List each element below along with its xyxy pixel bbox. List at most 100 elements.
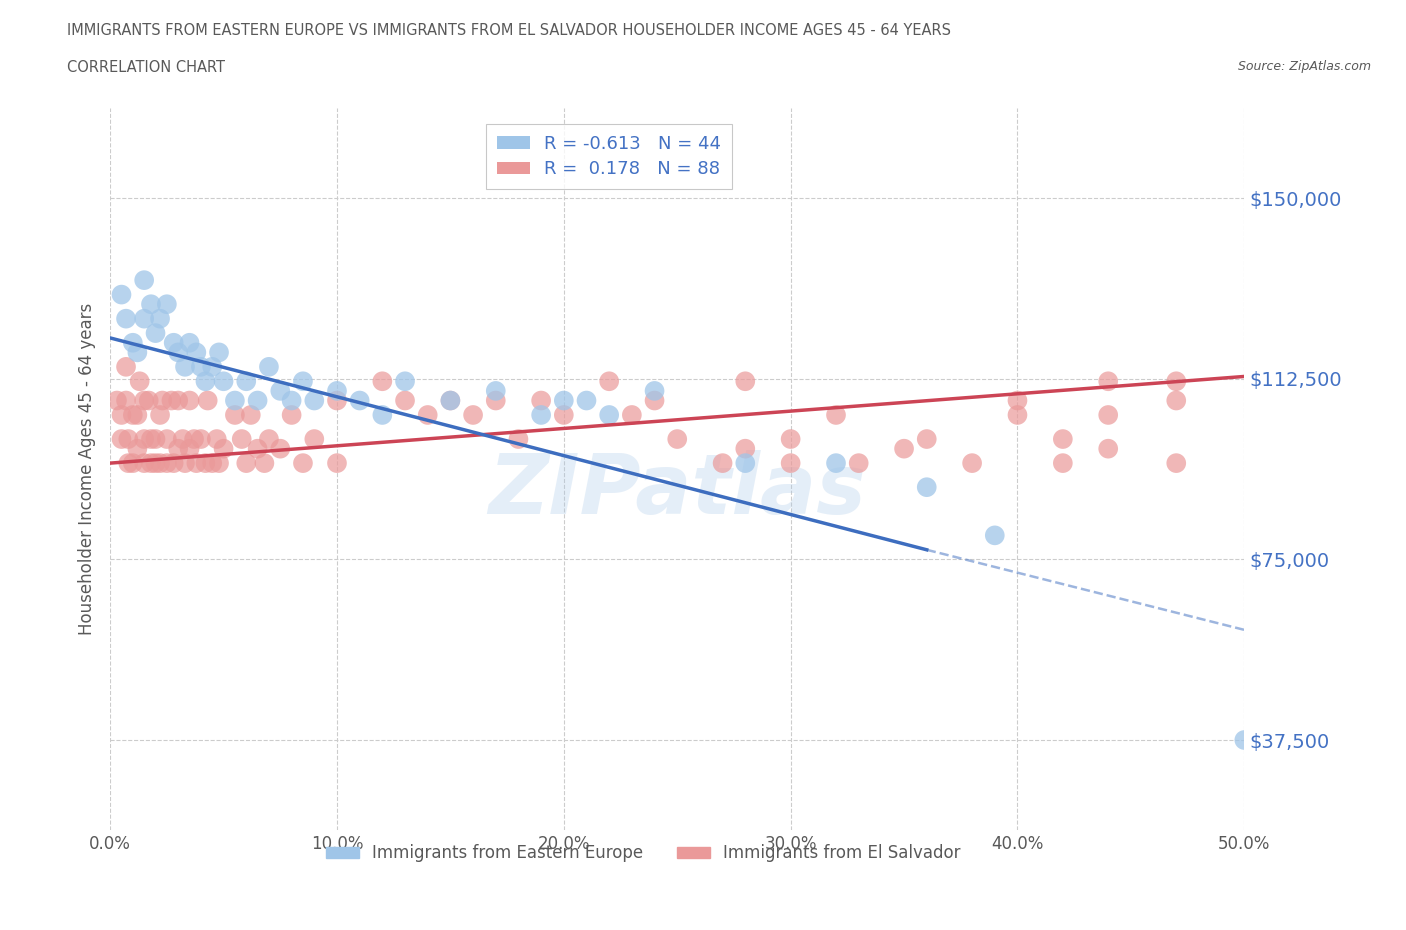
- Point: [117, 432, 139, 446]
- Point: [105, 393, 128, 408]
- Point: [139, 432, 162, 446]
- Point: [134, 456, 156, 471]
- Point: [1233, 733, 1256, 748]
- Point: [127, 345, 149, 360]
- Point: [280, 393, 302, 408]
- Point: [394, 393, 416, 408]
- Point: [394, 374, 416, 389]
- Point: [190, 359, 212, 374]
- Point: [167, 441, 190, 456]
- Point: [984, 528, 1007, 543]
- Point: [734, 441, 756, 456]
- Point: [485, 393, 508, 408]
- Point: [246, 393, 269, 408]
- Point: [201, 359, 224, 374]
- Point: [110, 287, 132, 302]
- Point: [160, 393, 183, 408]
- Point: [915, 480, 938, 495]
- Point: [893, 441, 915, 456]
- Point: [115, 393, 138, 408]
- Point: [150, 393, 173, 408]
- Point: [734, 456, 756, 471]
- Point: [145, 456, 167, 471]
- Point: [208, 456, 231, 471]
- Point: [1052, 456, 1074, 471]
- Point: [134, 393, 156, 408]
- Point: [915, 432, 938, 446]
- Point: [644, 383, 666, 398]
- Point: [553, 393, 575, 408]
- Point: [235, 456, 257, 471]
- Point: [212, 374, 235, 389]
- Legend: Immigrants from Eastern Europe, Immigrants from El Salvador: Immigrants from Eastern Europe, Immigran…: [319, 838, 967, 869]
- Point: [371, 374, 394, 389]
- Point: [174, 456, 197, 471]
- Point: [194, 374, 217, 389]
- Point: [1097, 407, 1119, 422]
- Point: [711, 456, 734, 471]
- Point: [620, 407, 643, 422]
- Point: [183, 432, 205, 446]
- Point: [825, 407, 848, 422]
- Point: [734, 374, 756, 389]
- Text: ZIPatlas: ZIPatlas: [488, 450, 866, 531]
- Point: [167, 393, 190, 408]
- Point: [128, 374, 150, 389]
- Point: [246, 441, 269, 456]
- Point: [508, 432, 530, 446]
- Point: [416, 407, 439, 422]
- Point: [485, 383, 508, 398]
- Point: [269, 441, 291, 456]
- Point: [145, 326, 167, 340]
- Point: [186, 456, 208, 471]
- Point: [598, 374, 620, 389]
- Point: [779, 432, 801, 446]
- Point: [257, 432, 280, 446]
- Point: [326, 456, 349, 471]
- Point: [156, 432, 179, 446]
- Point: [1166, 393, 1188, 408]
- Point: [110, 432, 132, 446]
- Point: [1166, 456, 1188, 471]
- Point: [371, 407, 394, 422]
- Point: [163, 336, 186, 351]
- Point: [121, 407, 143, 422]
- Point: [172, 432, 194, 446]
- Point: [326, 383, 349, 398]
- Point: [1007, 407, 1029, 422]
- Point: [304, 432, 326, 446]
- Point: [224, 407, 246, 422]
- Point: [167, 345, 190, 360]
- Point: [253, 456, 276, 471]
- Point: [326, 393, 349, 408]
- Point: [1052, 432, 1074, 446]
- Point: [779, 456, 801, 471]
- Point: [179, 441, 201, 456]
- Point: [224, 393, 246, 408]
- Point: [156, 456, 179, 471]
- Point: [179, 393, 201, 408]
- Point: [575, 393, 598, 408]
- Point: [848, 456, 870, 471]
- Point: [179, 336, 201, 351]
- Point: [201, 456, 224, 471]
- Point: [194, 456, 217, 471]
- Point: [439, 393, 461, 408]
- Point: [349, 393, 371, 408]
- Point: [598, 407, 620, 422]
- Point: [127, 441, 149, 456]
- Point: [212, 441, 235, 456]
- Point: [156, 297, 179, 312]
- Point: [1007, 393, 1029, 408]
- Point: [149, 456, 172, 471]
- Point: [280, 407, 302, 422]
- Point: [110, 407, 132, 422]
- Point: [291, 374, 314, 389]
- Point: [1097, 441, 1119, 456]
- Point: [960, 456, 983, 471]
- Point: [231, 432, 253, 446]
- Point: [134, 432, 156, 446]
- Point: [257, 359, 280, 374]
- Text: Source: ZipAtlas.com: Source: ZipAtlas.com: [1237, 60, 1371, 73]
- Point: [134, 312, 156, 326]
